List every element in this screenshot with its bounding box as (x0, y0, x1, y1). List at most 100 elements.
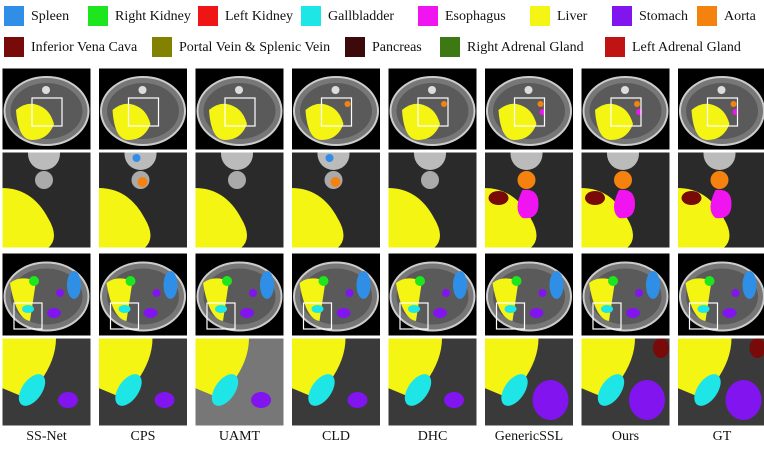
spine (717, 86, 726, 94)
panel-content (98, 68, 188, 150)
panel-content (98, 152, 188, 248)
image-panel (677, 67, 764, 151)
legend-label: Right Kidney (115, 9, 191, 24)
panel-border (387, 252, 478, 337)
spine (331, 86, 340, 94)
aorta (330, 177, 341, 187)
legend-swatch (301, 6, 321, 26)
spleen (742, 271, 757, 299)
stomach (347, 392, 368, 408)
liver (691, 103, 730, 140)
spine (510, 152, 543, 170)
left-kidney-s (249, 289, 257, 297)
image-panel (1, 337, 92, 427)
stomach (626, 308, 640, 318)
esophagus (614, 189, 635, 219)
legend-label: Left Kidney (225, 9, 293, 24)
image-panel (194, 151, 285, 249)
legend-label: Inferior Vena Cava (31, 40, 138, 55)
liver (112, 103, 151, 140)
liver (581, 338, 635, 398)
spleen (453, 271, 467, 299)
stomach (722, 308, 737, 318)
panel-border (484, 252, 574, 337)
panel-content (677, 68, 764, 150)
image-panel (387, 337, 478, 427)
spine (124, 152, 157, 170)
spine (703, 152, 736, 170)
panel-content (484, 152, 574, 248)
panel-border (194, 67, 285, 151)
panel-content (195, 152, 284, 248)
panel-border (677, 151, 764, 249)
column-label: UAMT (219, 429, 261, 444)
column-label: GenericSSL (495, 429, 563, 444)
panel-border (194, 151, 285, 249)
column-label: Ours (612, 429, 639, 444)
panel-border (98, 252, 188, 337)
panel-border (580, 252, 671, 337)
right-kidney (704, 276, 715, 286)
spleen (163, 271, 178, 299)
image-panel (98, 337, 188, 427)
stomach (240, 308, 254, 318)
spleen (132, 154, 141, 162)
zoom-box (495, 302, 526, 330)
vessel (35, 171, 53, 189)
panel-content (291, 338, 381, 426)
gallbladder (694, 374, 721, 406)
vessel (517, 171, 536, 189)
aorta (441, 101, 447, 107)
panel-border (291, 67, 381, 151)
panel-border (387, 67, 478, 151)
panel-content (388, 253, 477, 336)
stomach (529, 308, 544, 318)
column-label: SS-Net (26, 429, 67, 444)
image-panel (484, 151, 574, 249)
legend-label: Aorta (724, 9, 757, 24)
zoom-box (417, 97, 449, 127)
spine (317, 152, 350, 170)
panel-border (580, 337, 671, 427)
image-panel (484, 67, 574, 151)
liver (291, 188, 344, 248)
panel-border (98, 67, 188, 151)
image-panel (98, 67, 188, 151)
legend-swatch (697, 6, 717, 26)
gallbladder (211, 374, 239, 406)
spine (235, 86, 243, 94)
panel-content (291, 68, 381, 150)
spine (607, 152, 639, 170)
aorta (730, 101, 737, 107)
liver (402, 103, 440, 140)
stomach (47, 308, 61, 318)
column-label: CLD (322, 429, 350, 444)
image-panel (1, 151, 92, 249)
esophagus (517, 189, 539, 219)
panel-content (388, 338, 477, 426)
gallbladder (501, 374, 528, 406)
gallbladder (18, 374, 46, 406)
zoom-box (13, 302, 43, 330)
legend-label: Left Adrenal Gland (632, 40, 741, 55)
zoom-box (399, 302, 429, 330)
legend-label: Stomach (639, 9, 688, 24)
zoom-box (109, 302, 140, 330)
gallbladder (308, 374, 335, 406)
image-panel (194, 252, 285, 337)
aorta (537, 101, 544, 107)
panel-border (580, 67, 671, 151)
image-panel (677, 252, 764, 337)
gallbladder (504, 305, 517, 313)
panel-border (580, 151, 671, 249)
spine (414, 152, 446, 170)
legend-label: Liver (557, 9, 588, 24)
image-panel (291, 67, 381, 151)
stomach (433, 308, 447, 318)
legend-label: Gallbladder (328, 9, 394, 24)
column-label: GT (713, 429, 732, 444)
image-panel (387, 252, 478, 337)
gallbladder (22, 305, 34, 313)
panel-border (1, 151, 92, 249)
image-panel (677, 337, 764, 427)
